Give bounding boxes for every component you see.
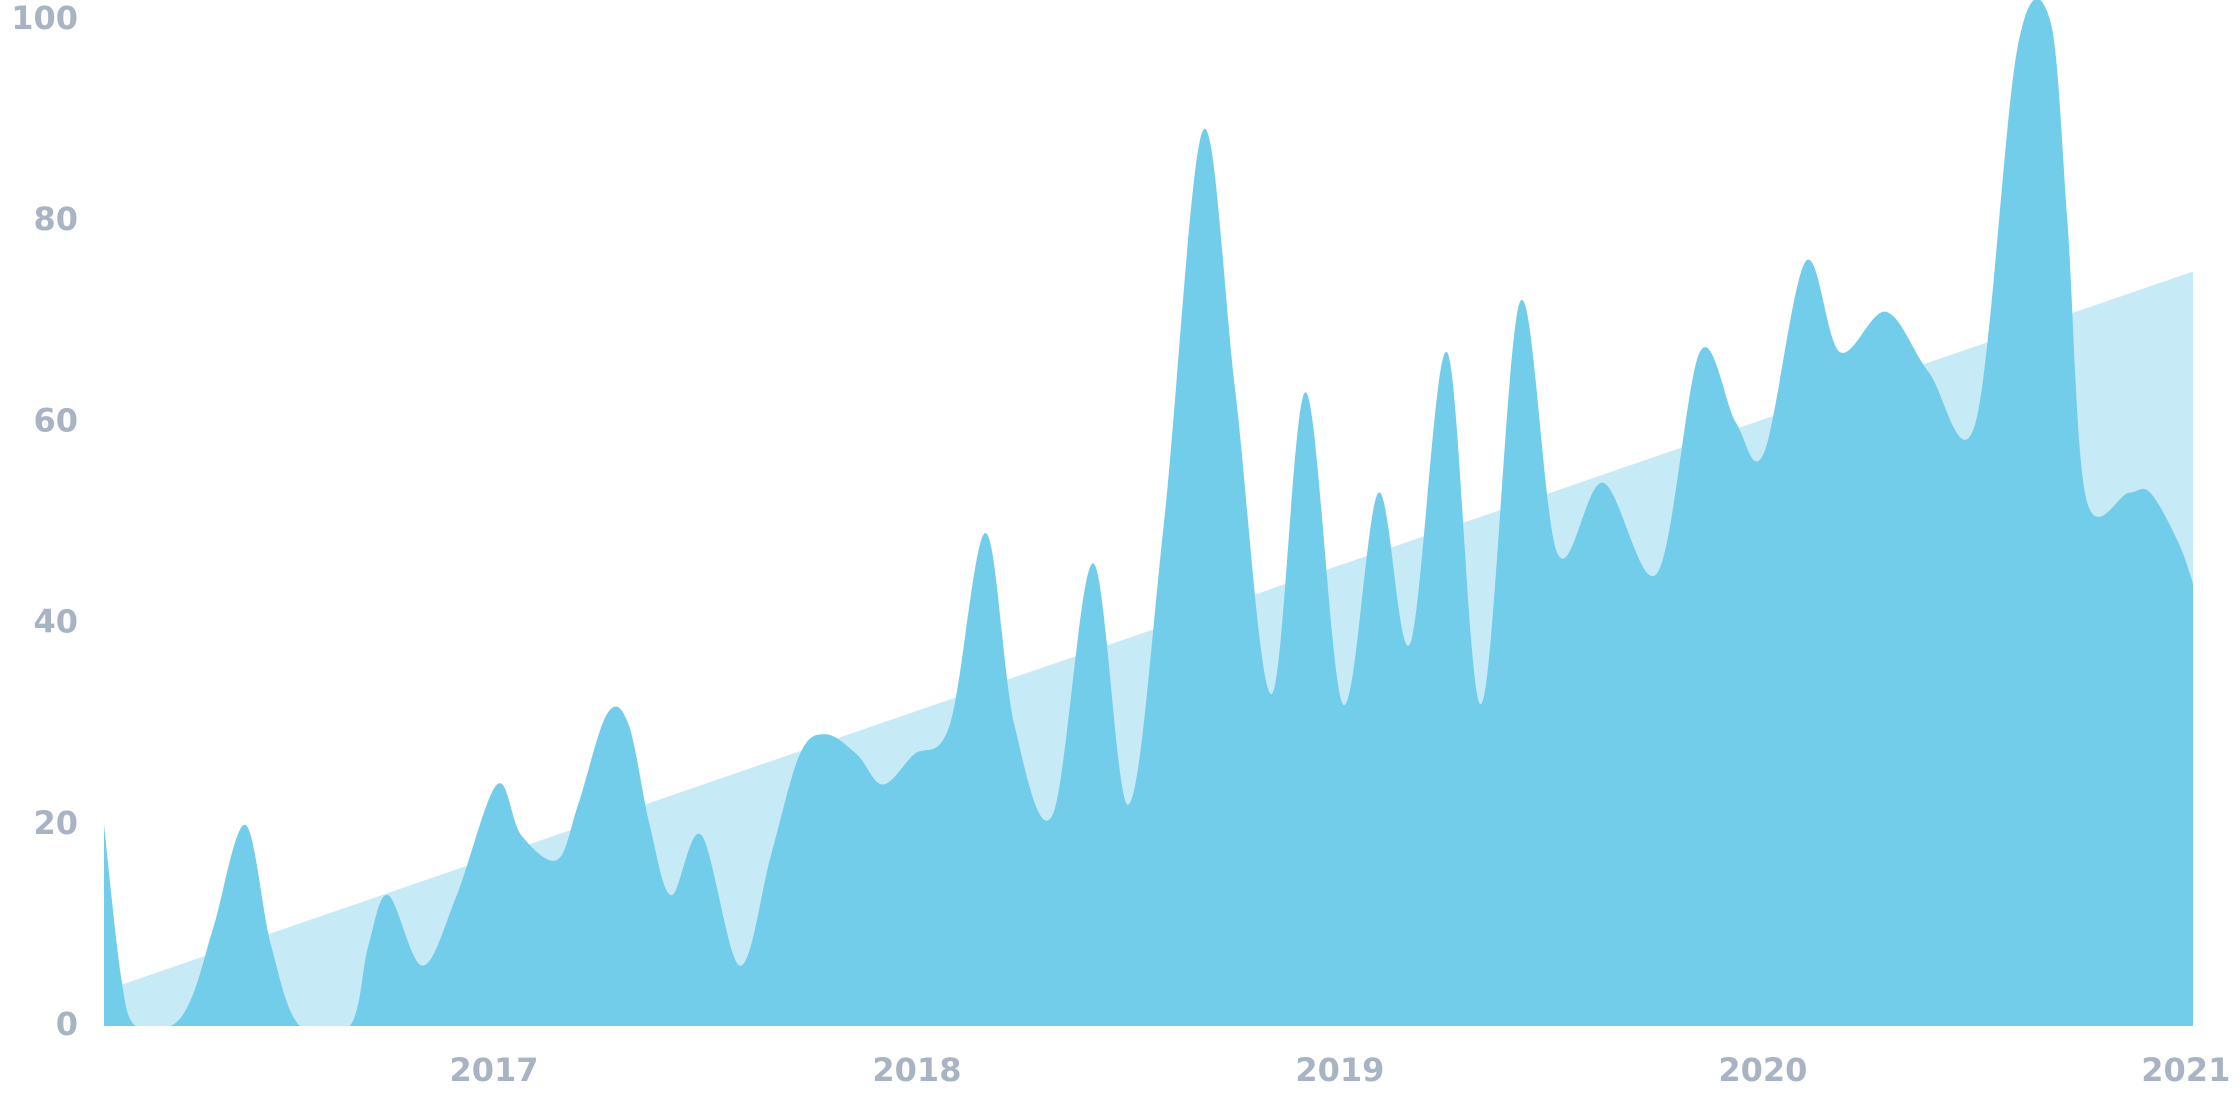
x-tick-label: 2020 xyxy=(1718,1051,1807,1089)
y-tick-label: 60 xyxy=(33,401,78,439)
y-tick-label: 0 xyxy=(56,1005,78,1043)
y-tick-label: 80 xyxy=(33,200,78,238)
y-tick-label: 20 xyxy=(33,804,78,842)
y-tick-label: 100 xyxy=(11,0,78,37)
x-tick-label: 2021 xyxy=(2141,1051,2230,1089)
plot-area xyxy=(104,0,2193,1026)
y-tick-label: 40 xyxy=(33,603,78,641)
x-tick-label: 2017 xyxy=(449,1051,538,1089)
x-tick-label: 2019 xyxy=(1295,1051,1384,1089)
area xyxy=(104,0,2193,1026)
x-tick-label: 2018 xyxy=(872,1051,961,1089)
